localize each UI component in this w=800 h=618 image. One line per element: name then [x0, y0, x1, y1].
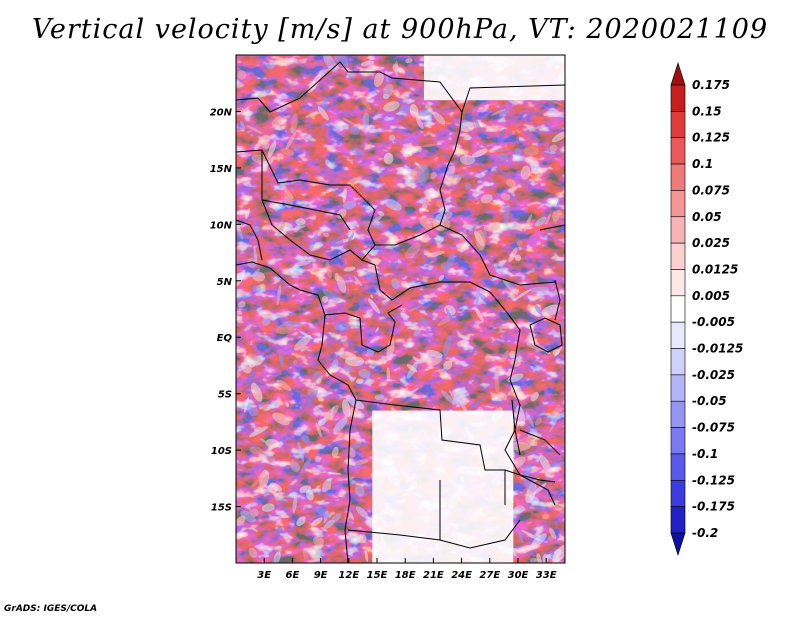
border-north-1 [236, 61, 463, 191]
colorbar-level-label: -0.175 [692, 500, 735, 514]
colorbar-swatch [670, 321, 686, 349]
colorbar-level-label: -0.2 [692, 526, 718, 540]
border-chad-car [375, 224, 556, 286]
colorbar-level-label: -0.1 [692, 447, 718, 461]
lon-tick-label: 27E [479, 570, 500, 581]
colorbar-swatch [670, 427, 686, 455]
lat-tick-label: 15S [211, 503, 232, 514]
border-angola-south [347, 519, 521, 549]
border-sahel [236, 149, 376, 266]
colorbar-level-label: -0.0125 [692, 342, 743, 356]
lon-tick-label: 18E [395, 570, 416, 581]
border-ethiopia [539, 224, 565, 231]
no-data-region [372, 410, 514, 563]
colorbar-swatch [670, 348, 686, 376]
lon-tick-label: 12E [338, 570, 359, 581]
colorbar-level-label: -0.005 [692, 315, 735, 329]
axis-ticks: 20N 15N 10N 5N EQ 5S 10S 15S 3E 6E 9E 12E 15E 18E 21E 2… [210, 107, 557, 581]
lon-tick-label: 30E [508, 570, 529, 581]
border-uganda-kenya [554, 279, 561, 321]
colorbar-swatch [670, 479, 686, 507]
lon-tick-label: 9E [314, 570, 328, 581]
lat-tick-label: 5N [217, 277, 233, 288]
colorbar-swatch [670, 111, 686, 139]
border-angola [355, 399, 506, 505]
colorbar-swatch [670, 137, 686, 165]
colorbar-level-label: 0.0125 [692, 262, 738, 276]
colorbar-level-label: -0.125 [692, 473, 735, 487]
coastline-west-africa [236, 261, 357, 563]
lon-tick-label: 6E [286, 570, 300, 581]
colorbar-level-label: 0.175 [692, 78, 730, 92]
colorbar-level-label: -0.05 [692, 394, 727, 408]
lake-tanganyika [511, 399, 521, 456]
colorbar-level-label: 0.025 [692, 236, 730, 250]
colorbar-level-label: 0.075 [692, 183, 730, 197]
colorbar-swatch [670, 374, 686, 402]
border-car-congo [374, 264, 491, 301]
border-west-2 [236, 219, 263, 261]
velocity-field [236, 55, 565, 563]
border-sudan [439, 189, 446, 226]
lon-tick-label: 21E [423, 570, 444, 581]
colorbar: 0.175 0.15 0.125 0.1 0.075 0.05 0.025 0.0125 0.0… [670, 62, 743, 556]
border-nigeria [261, 150, 363, 261]
colorbar-swatch [670, 62, 686, 86]
colorbar-level-label: 0.05 [692, 210, 722, 224]
colorbar-level-label: -0.025 [692, 368, 735, 382]
colorbar-level-label: 0.125 [692, 131, 730, 145]
lon-tick-label: 3E [257, 570, 271, 581]
colorbar-swatch [670, 506, 686, 534]
colorbar-level-label: 0.005 [692, 289, 730, 303]
colorbar-swatch [670, 453, 686, 481]
footer-credit: GrADS: IGES/COLA [4, 604, 98, 614]
country-borders [236, 61, 565, 563]
colorbar-swatch [670, 400, 686, 428]
lat-tick-label: 15N [210, 164, 233, 175]
lake-victoria [529, 317, 563, 353]
no-data-region [424, 55, 565, 101]
lon-tick-label: 33E [536, 570, 557, 581]
lat-tick-label: 20N [210, 107, 233, 118]
colorbar-swatch [670, 532, 686, 556]
plot-title: Vertical velocity [m/s] at 900hPa, VT: 2… [31, 14, 769, 45]
colorbar-level-label: -0.075 [692, 421, 735, 435]
border-east [461, 84, 565, 113]
border-zambia [504, 469, 556, 506]
colorbar-level-label: 0.1 [692, 157, 713, 171]
colorbar-swatch [670, 163, 686, 191]
map-frame [235, 54, 566, 564]
colorbar-swatch [670, 295, 686, 323]
lon-tick-label: 24E [451, 570, 472, 581]
colorbar-swatch [670, 242, 686, 270]
colorbar-swatch [670, 269, 686, 297]
colorbar-level-label: 0.15 [692, 104, 722, 118]
border-congo [324, 304, 403, 353]
border-tanzania [519, 429, 561, 456]
lat-tick-label: 10S [211, 446, 232, 457]
colorbar-swatch [670, 216, 686, 244]
lat-tick-label: EQ [217, 333, 233, 344]
colorbar-swatch [670, 190, 686, 218]
border-niger-nigeria [261, 199, 351, 231]
lat-tick-label: 5S [218, 390, 232, 401]
lat-tick-label: 10N [210, 220, 233, 231]
border-drc-east [489, 291, 556, 483]
lon-tick-label: 15E [367, 570, 388, 581]
colorbar-swatch [670, 84, 686, 112]
